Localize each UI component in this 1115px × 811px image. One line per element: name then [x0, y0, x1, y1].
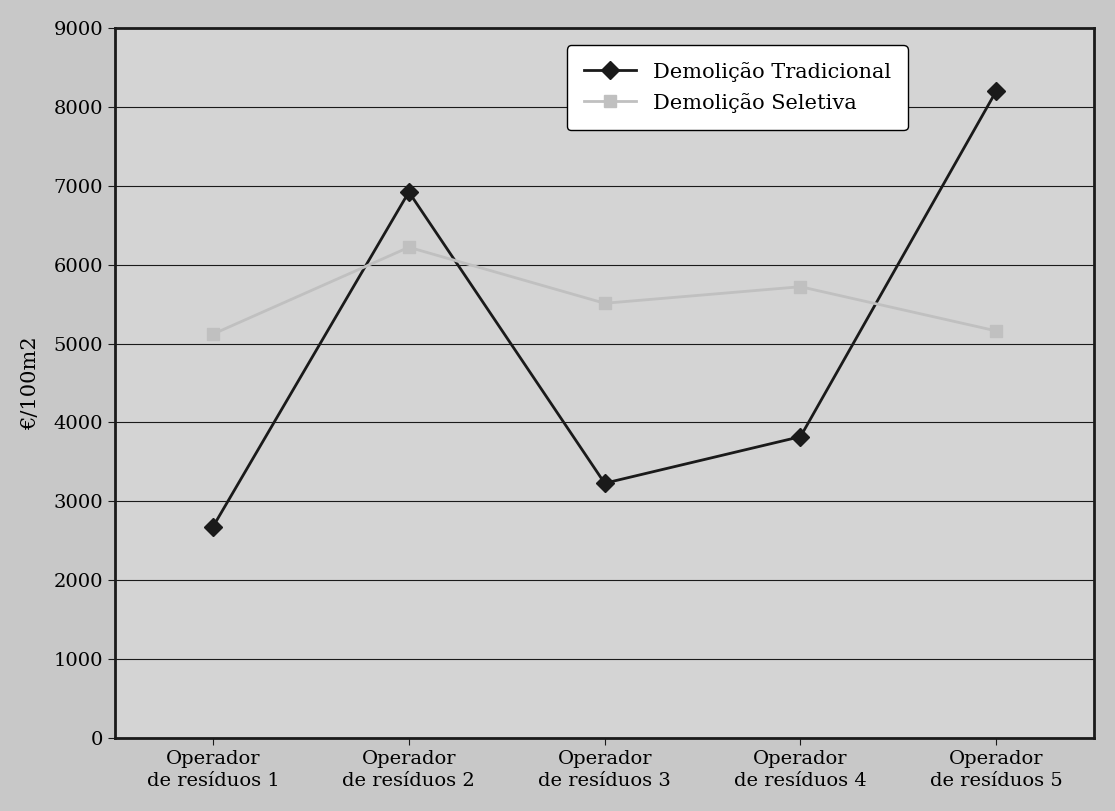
Demolição Seletiva [403, 242, 416, 252]
Demolição Tradicional [403, 187, 416, 197]
Line: Demolição Tradicional: Demolição Tradicional [206, 84, 1002, 533]
Demolição Tradicional [794, 431, 807, 441]
Legend: Demolição Tradicional, Demolição Seletiva: Demolição Tradicional, Demolição Seletiv… [568, 45, 908, 130]
Y-axis label: €/100m2: €/100m2 [21, 337, 40, 430]
Demolição Seletiva [794, 282, 807, 292]
Demolição Tradicional [206, 521, 220, 531]
Line: Demolição Seletiva: Demolição Seletiva [206, 241, 1002, 341]
Demolição Seletiva [990, 326, 1004, 336]
Demolição Tradicional [990, 86, 1004, 96]
Demolição Tradicional [598, 478, 611, 488]
Demolição Seletiva [598, 298, 611, 308]
Demolição Seletiva [206, 329, 220, 339]
